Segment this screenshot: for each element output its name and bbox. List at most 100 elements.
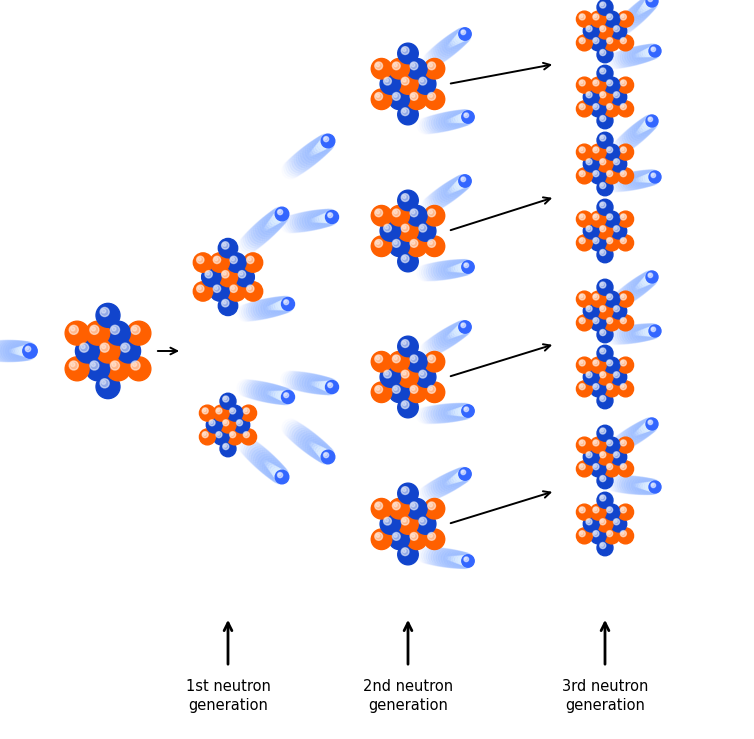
Circle shape <box>420 225 424 229</box>
Circle shape <box>305 211 324 230</box>
Circle shape <box>412 241 415 245</box>
Circle shape <box>318 449 328 458</box>
Circle shape <box>222 242 229 249</box>
Circle shape <box>587 453 590 455</box>
Circle shape <box>599 2 605 8</box>
Circle shape <box>269 465 277 472</box>
Circle shape <box>639 52 645 57</box>
Circle shape <box>398 483 418 504</box>
Circle shape <box>597 279 613 295</box>
Circle shape <box>594 81 596 84</box>
Circle shape <box>375 502 382 510</box>
Circle shape <box>258 217 277 237</box>
Circle shape <box>308 375 326 394</box>
Circle shape <box>607 294 613 300</box>
Circle shape <box>627 7 645 24</box>
Circle shape <box>616 289 633 306</box>
Circle shape <box>86 321 109 345</box>
Circle shape <box>607 318 613 324</box>
Circle shape <box>403 488 406 491</box>
Circle shape <box>217 409 219 412</box>
Circle shape <box>238 420 241 423</box>
Circle shape <box>265 462 271 467</box>
Circle shape <box>633 2 650 19</box>
Circle shape <box>451 266 457 272</box>
Circle shape <box>608 475 624 491</box>
Circle shape <box>269 209 287 227</box>
Circle shape <box>273 391 280 398</box>
Circle shape <box>608 81 610 84</box>
Circle shape <box>580 531 583 534</box>
Circle shape <box>376 94 379 98</box>
Circle shape <box>415 514 436 534</box>
Circle shape <box>248 257 251 261</box>
Circle shape <box>461 323 466 327</box>
Circle shape <box>621 81 624 84</box>
Circle shape <box>629 477 647 494</box>
Circle shape <box>597 369 613 385</box>
Circle shape <box>424 406 441 423</box>
Circle shape <box>455 556 464 564</box>
Circle shape <box>604 315 620 331</box>
Circle shape <box>244 432 250 437</box>
Circle shape <box>579 103 585 109</box>
Circle shape <box>614 138 630 154</box>
Circle shape <box>615 50 633 67</box>
Circle shape <box>216 432 222 437</box>
Circle shape <box>446 111 464 129</box>
Circle shape <box>597 47 613 63</box>
Circle shape <box>593 214 599 220</box>
Circle shape <box>614 92 620 98</box>
Circle shape <box>444 550 461 568</box>
Circle shape <box>428 92 436 101</box>
Circle shape <box>436 41 454 59</box>
Circle shape <box>271 391 277 397</box>
Circle shape <box>619 476 637 494</box>
Circle shape <box>269 386 287 404</box>
Circle shape <box>608 361 610 364</box>
Circle shape <box>16 347 23 355</box>
Circle shape <box>429 480 447 497</box>
Circle shape <box>300 433 320 454</box>
Circle shape <box>597 393 613 409</box>
Circle shape <box>621 103 627 109</box>
Circle shape <box>651 327 655 332</box>
Circle shape <box>597 449 613 465</box>
Circle shape <box>268 305 274 310</box>
Circle shape <box>117 339 140 363</box>
Circle shape <box>79 343 89 353</box>
Circle shape <box>625 281 643 299</box>
Circle shape <box>398 514 418 534</box>
Circle shape <box>608 508 610 511</box>
Circle shape <box>620 173 637 191</box>
Circle shape <box>635 45 651 63</box>
Circle shape <box>318 140 328 150</box>
Circle shape <box>434 331 452 350</box>
Circle shape <box>287 372 306 390</box>
Circle shape <box>251 222 271 242</box>
Circle shape <box>615 372 618 375</box>
Circle shape <box>446 33 464 51</box>
Circle shape <box>450 323 467 339</box>
Circle shape <box>392 533 400 540</box>
Circle shape <box>637 324 654 341</box>
Circle shape <box>440 473 458 491</box>
Circle shape <box>0 341 5 361</box>
Circle shape <box>607 238 613 244</box>
Circle shape <box>247 256 254 264</box>
Circle shape <box>576 168 593 184</box>
Circle shape <box>308 140 326 159</box>
Circle shape <box>454 182 462 190</box>
Circle shape <box>434 477 452 495</box>
Circle shape <box>640 272 656 287</box>
Circle shape <box>601 227 603 230</box>
Circle shape <box>645 118 654 128</box>
Circle shape <box>646 115 658 127</box>
Circle shape <box>209 420 215 426</box>
Circle shape <box>460 112 470 123</box>
Circle shape <box>431 405 449 423</box>
Circle shape <box>604 528 620 544</box>
Circle shape <box>597 345 613 361</box>
Circle shape <box>219 268 238 287</box>
Circle shape <box>631 277 649 294</box>
